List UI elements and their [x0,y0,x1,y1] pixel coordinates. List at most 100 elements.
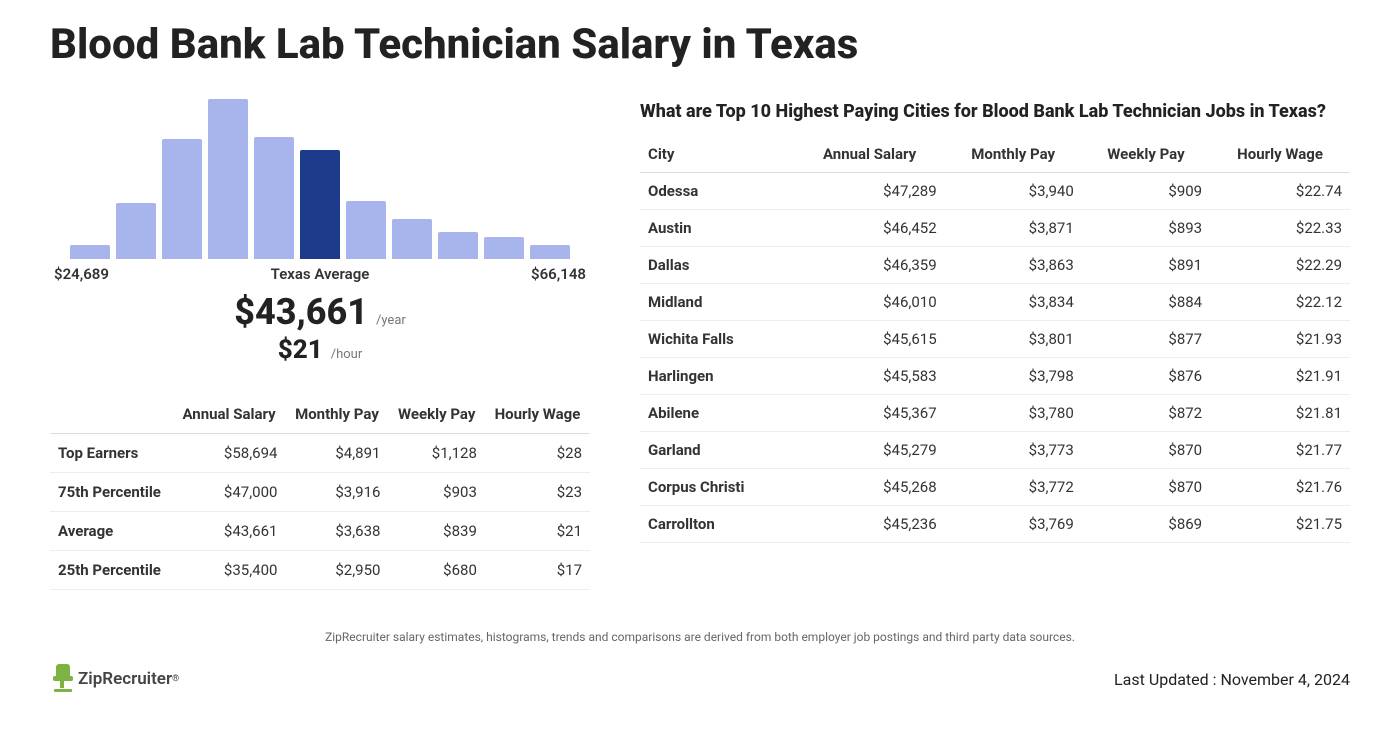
row-weekly: $1,128 [388,434,484,473]
row-annual: $45,268 [795,469,945,506]
row-weekly: $909 [1082,173,1210,210]
row-annual: $43,661 [173,512,286,551]
row-annual: $58,694 [173,434,286,473]
cities-col-weekly: Weekly Pay [1082,136,1210,173]
page-title: Blood Bank Lab Technician Salary in Texa… [50,20,1350,69]
row-monthly: $3,773 [945,432,1082,469]
row-monthly: $3,863 [945,247,1082,284]
histogram-bar [208,99,248,259]
row-city: Wichita Falls [640,321,795,358]
row-weekly: $877 [1082,321,1210,358]
row-label: Average [50,512,173,551]
row-hourly: $21.75 [1210,506,1350,543]
row-annual: $47,000 [173,473,286,512]
row-hourly: $22.29 [1210,247,1350,284]
hourly-wage-value: $21 [278,335,323,365]
row-monthly: $3,780 [945,395,1082,432]
row-city: Harlingen [640,358,795,395]
row-hourly: $22.74 [1210,173,1350,210]
table-row: Odessa$47,289$3,940$909$22.74 [640,173,1350,210]
cities-col-annual: Annual Salary [795,136,945,173]
row-annual: $45,236 [795,506,945,543]
row-city: Austin [640,210,795,247]
salary-summary: $43,661 /year $21 /hour [50,291,590,365]
row-hourly: $22.33 [1210,210,1350,247]
table-row: Abilene$45,367$3,780$872$21.81 [640,395,1350,432]
row-monthly: $3,769 [945,506,1082,543]
row-weekly: $869 [1082,506,1210,543]
histogram-bar [300,150,340,259]
table-row: Harlingen$45,583$3,798$876$21.91 [640,358,1350,395]
table-row: Carrollton$45,236$3,769$869$21.75 [640,506,1350,543]
row-city: Corpus Christi [640,469,795,506]
histogram-bar [392,219,432,259]
histogram-bar [346,201,386,259]
row-city: Dallas [640,247,795,284]
last-updated-value: November 4, 2024 [1220,670,1350,689]
row-weekly: $891 [1082,247,1210,284]
axis-center-label: Texas Average [109,265,531,283]
histogram-bar [116,203,156,259]
row-hourly: $28 [485,434,590,473]
trademark-icon: ® [172,674,179,684]
percentile-col-weekly: Weekly Pay [388,395,484,434]
last-updated: Last Updated : November 4, 2024 [1114,670,1350,689]
row-hourly: $21.81 [1210,395,1350,432]
table-row: Dallas$46,359$3,863$891$22.29 [640,247,1350,284]
chair-icon [50,664,74,694]
table-row: 25th Percentile$35,400$2,950$680$17 [50,551,590,590]
row-annual: $45,279 [795,432,945,469]
histogram-bar [70,245,110,259]
row-weekly: $839 [388,512,484,551]
row-monthly: $2,950 [285,551,388,590]
cities-col-hourly: Hourly Wage [1210,136,1350,173]
row-city: Odessa [640,173,795,210]
row-annual: $45,583 [795,358,945,395]
table-row: Wichita Falls$45,615$3,801$877$21.93 [640,321,1350,358]
row-weekly: $870 [1082,432,1210,469]
row-city: Midland [640,284,795,321]
row-label: 25th Percentile [50,551,173,590]
row-monthly: $4,891 [285,434,388,473]
histogram-bar [530,245,570,259]
row-hourly: $21.77 [1210,432,1350,469]
table-row: 75th Percentile$47,000$3,916$903$23 [50,473,590,512]
cities-col-city: City [640,136,795,173]
percentile-col-monthly: Monthly Pay [285,395,388,434]
row-annual: $47,289 [795,173,945,210]
annual-salary-value: $43,661 [234,291,368,333]
percentile-col-annual: Annual Salary [173,395,286,434]
row-hourly: $21.93 [1210,321,1350,358]
hourly-wage-suffix: /hour [331,347,363,362]
table-row: Top Earners$58,694$4,891$1,128$28 [50,434,590,473]
row-monthly: $3,871 [945,210,1082,247]
row-hourly: $22.12 [1210,284,1350,321]
salary-histogram [50,99,590,259]
brand-logo[interactable]: ZipRecruiter ® [50,664,179,694]
row-city: Abilene [640,395,795,432]
row-hourly: $21 [485,512,590,551]
histogram-bar [438,232,478,259]
row-monthly: $3,638 [285,512,388,551]
table-row: Average$43,661$3,638$839$21 [50,512,590,551]
axis-min-label: $24,689 [54,265,109,283]
row-weekly: $884 [1082,284,1210,321]
row-monthly: $3,801 [945,321,1082,358]
row-weekly: $893 [1082,210,1210,247]
row-monthly: $3,916 [285,473,388,512]
histogram-axis: $24,689 Texas Average $66,148 [50,259,590,283]
row-weekly: $872 [1082,395,1210,432]
row-label: 75th Percentile [50,473,173,512]
row-weekly: $876 [1082,358,1210,395]
row-hourly: $23 [485,473,590,512]
row-annual: $35,400 [173,551,286,590]
row-monthly: $3,798 [945,358,1082,395]
annual-salary-suffix: /year [376,313,406,328]
row-monthly: $3,940 [945,173,1082,210]
cities-table: City Annual Salary Monthly Pay Weekly Pa… [640,136,1350,543]
row-hourly: $21.76 [1210,469,1350,506]
axis-max-label: $66,148 [531,265,586,283]
row-annual: $45,615 [795,321,945,358]
histogram-bar [484,237,524,259]
row-annual: $45,367 [795,395,945,432]
